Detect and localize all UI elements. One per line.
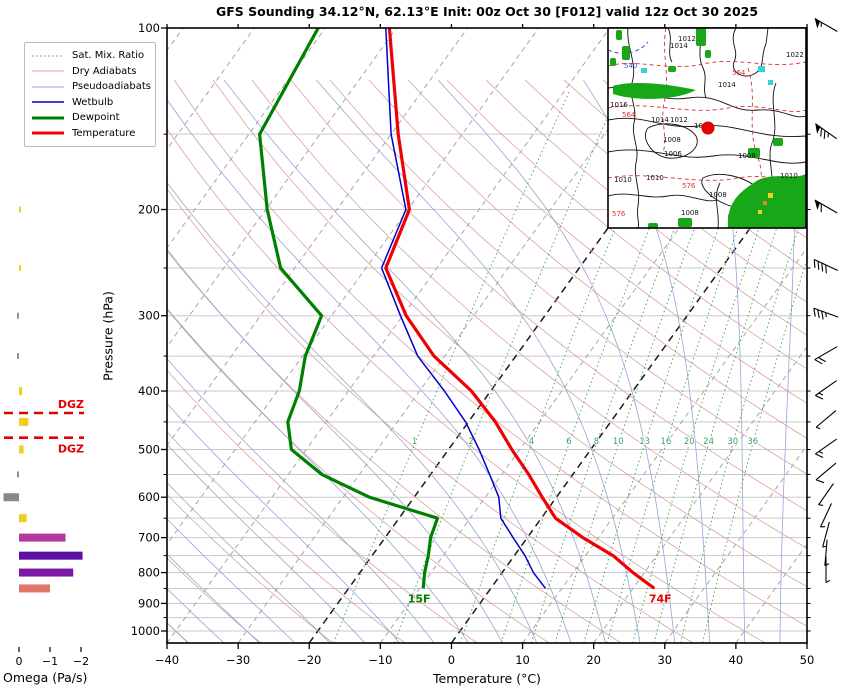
- svg-text:1012: 1012: [678, 35, 696, 43]
- svg-text:1010: 1010: [780, 172, 798, 180]
- svg-text:20: 20: [684, 437, 695, 447]
- svg-text:200: 200: [138, 203, 160, 217]
- temperature-line-icon: [32, 131, 64, 135]
- legend-item-sat-mix-ratio: Sat. Mix. Ratio: [31, 48, 149, 64]
- wetbulb-line-icon: [32, 101, 64, 104]
- svg-text:600: 600: [138, 490, 160, 504]
- legend-item-temperature: Temperature: [31, 126, 149, 142]
- legend-label: Temperature: [72, 127, 136, 139]
- svg-text:1006: 1006: [664, 150, 682, 158]
- svg-text:−40: −40: [155, 653, 179, 667]
- svg-text:DGZ: DGZ: [58, 398, 84, 411]
- pseudoadiabats-line-icon: [32, 86, 64, 88]
- svg-text:−2: −2: [73, 655, 89, 668]
- svg-text:1014: 1014: [718, 81, 736, 89]
- svg-text:1008: 1008: [663, 136, 681, 144]
- svg-text:1012: 1012: [670, 116, 688, 124]
- saturation-mixing-ratio-lines: 1 2 4 6 8 10 13 16 20 24 30 36: [333, 90, 807, 643]
- omega-panel: 0 −1 −2: [3, 206, 89, 668]
- svg-text:50: 50: [800, 653, 815, 667]
- svg-text:400: 400: [138, 384, 160, 398]
- svg-text:6: 6: [566, 437, 571, 447]
- omega-axis-label: Omega (Pa/s): [3, 670, 88, 685]
- svg-text:900: 900: [138, 596, 160, 610]
- svg-text:564: 564: [622, 111, 636, 119]
- svg-text:−30: −30: [226, 653, 250, 667]
- svg-text:−20: −20: [297, 653, 321, 667]
- svg-text:1010: 1010: [646, 174, 664, 182]
- svg-text:540: 540: [624, 62, 637, 70]
- svg-text:700: 700: [138, 531, 160, 545]
- dewpoint-line-icon: [32, 116, 64, 120]
- svg-text:24: 24: [703, 437, 714, 447]
- svg-text:36: 36: [747, 437, 758, 447]
- svg-text:1014: 1014: [651, 116, 669, 124]
- svg-text:1008: 1008: [738, 152, 756, 160]
- svg-text:13: 13: [639, 437, 650, 447]
- x-axis-label: Temperature (°C): [433, 671, 541, 686]
- plot-axes: −40 −30 −20 −10 0 10 20 30 40 50 100 200 300 400 500 60…: [131, 21, 815, 667]
- dgz-markers: DGZ DGZ: [4, 398, 84, 456]
- svg-text:500: 500: [138, 442, 160, 456]
- pressure-gridlines: [167, 133, 807, 632]
- svg-text:1000: 1000: [131, 624, 160, 638]
- sat-mix-ratio-line-icon: [32, 55, 64, 57]
- wind-barbs: [813, 18, 839, 584]
- legend-label: Wetbulb: [72, 96, 114, 108]
- legend-item-dry-adiabats: Dry Adiabats: [31, 64, 149, 80]
- legend-item-wetbulb: Wetbulb: [31, 95, 149, 111]
- svg-text:1008: 1008: [681, 209, 699, 217]
- svg-text:10: 10: [613, 437, 624, 447]
- svg-text:1016: 1016: [610, 101, 628, 109]
- svg-text:576: 576: [682, 182, 696, 190]
- svg-text:74F: 74F: [649, 592, 672, 605]
- svg-text:564: 564: [732, 69, 746, 77]
- svg-text:30: 30: [657, 653, 672, 667]
- svg-text:15F: 15F: [408, 592, 431, 605]
- svg-text:1: 1: [412, 437, 417, 447]
- svg-text:0: 0: [16, 655, 23, 668]
- svg-text:30: 30: [727, 437, 738, 447]
- svg-text:100: 100: [138, 21, 160, 35]
- sounding-location-marker: [701, 121, 715, 135]
- legend-box: Sat. Mix. Ratio Dry Adiabats Pseudoadiab…: [24, 42, 156, 147]
- svg-text:300: 300: [138, 309, 160, 323]
- svg-text:−10: −10: [368, 653, 392, 667]
- legend-item-dewpoint: Dewpoint: [31, 110, 149, 126]
- svg-text:DGZ: DGZ: [58, 443, 84, 456]
- inset-surface-map: 5401012101410225641014101656410141012101…: [607, 27, 807, 229]
- legend-label: Dry Adiabats: [72, 65, 137, 77]
- svg-text:576: 576: [612, 210, 626, 218]
- page-title: GFS Sounding 34.12°N, 62.13°E Init: 00z …: [215, 4, 759, 19]
- legend-item-pseudoadiabats: Pseudoadiabats: [31, 79, 152, 95]
- legend-label: Pseudoadiabats: [72, 81, 152, 93]
- svg-text:0: 0: [448, 653, 455, 667]
- svg-text:16: 16: [660, 437, 671, 447]
- dry-adiabats-line-icon: [32, 70, 64, 72]
- svg-text:40: 40: [729, 653, 744, 667]
- surface-value-labels: 74F 15F: [408, 592, 672, 605]
- svg-text:10: 10: [515, 653, 530, 667]
- svg-text:−1: −1: [42, 655, 58, 668]
- svg-text:8: 8: [594, 437, 599, 447]
- svg-text:1022: 1022: [786, 51, 804, 59]
- svg-text:1010: 1010: [614, 176, 632, 184]
- svg-text:800: 800: [138, 566, 160, 580]
- svg-text:2: 2: [468, 437, 473, 447]
- legend-label: Dewpoint: [72, 112, 120, 124]
- svg-text:1008: 1008: [709, 191, 727, 199]
- y-axis-label: Pressure (hPa): [100, 291, 116, 381]
- sounding-curves: [258, 28, 656, 590]
- pseudoadiabats: [167, 79, 798, 643]
- svg-text:20: 20: [586, 653, 601, 667]
- legend-label: Sat. Mix. Ratio: [72, 50, 145, 62]
- svg-text:4: 4: [529, 437, 534, 447]
- svg-text:1014: 1014: [670, 42, 688, 50]
